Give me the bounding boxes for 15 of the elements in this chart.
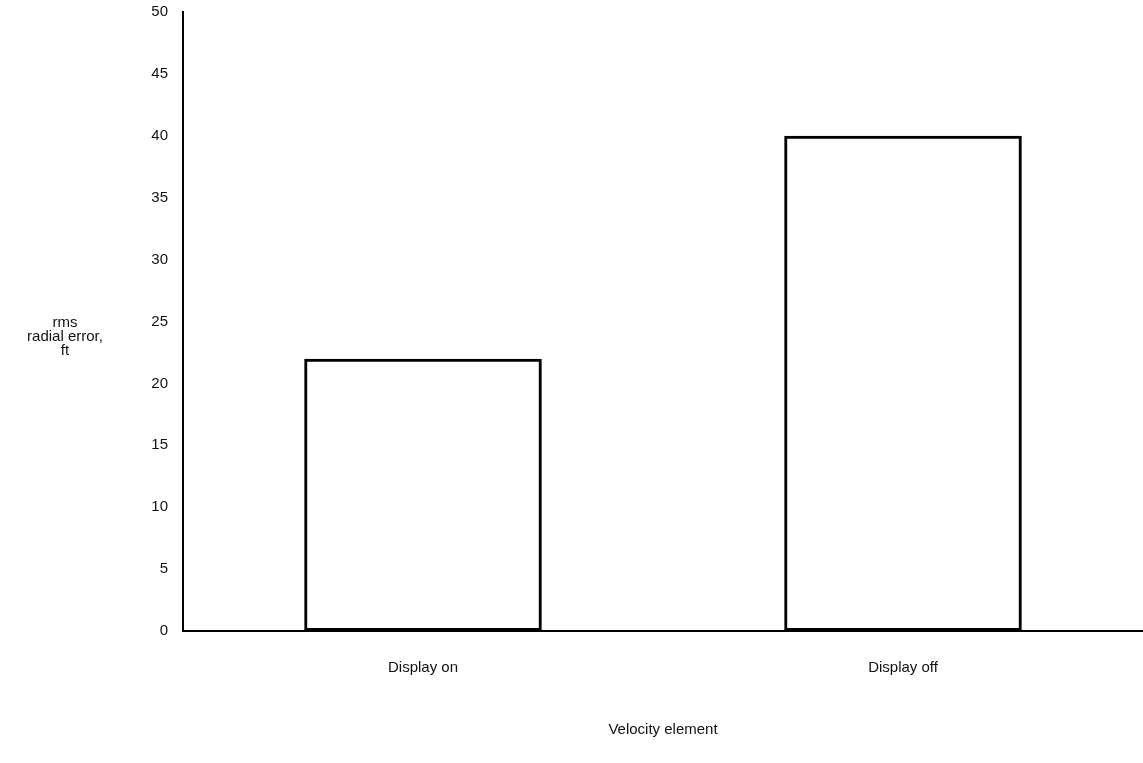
y-tick-label: 20	[151, 373, 168, 391]
y-tick-label: 35	[151, 187, 168, 205]
x-tick-label: Display off	[868, 658, 939, 676]
y-tick-label: 25	[151, 311, 168, 329]
y-tick-label: 0	[159, 621, 168, 639]
y-axis-title: rms radial error, ft	[26, 313, 104, 358]
y-tick-label: 5	[159, 559, 168, 577]
y-tick-label: 30	[151, 249, 168, 267]
x-axis-title: Velocity element	[608, 720, 719, 738]
x-tick-label: Display on	[387, 658, 459, 676]
y-tick-label: 40	[151, 125, 168, 143]
y-tick-label: 50	[151, 2, 168, 20]
y-tick-label: 45	[151, 64, 168, 82]
y-tick-label: 10	[151, 497, 168, 515]
y-tick-label: 15	[151, 435, 168, 453]
